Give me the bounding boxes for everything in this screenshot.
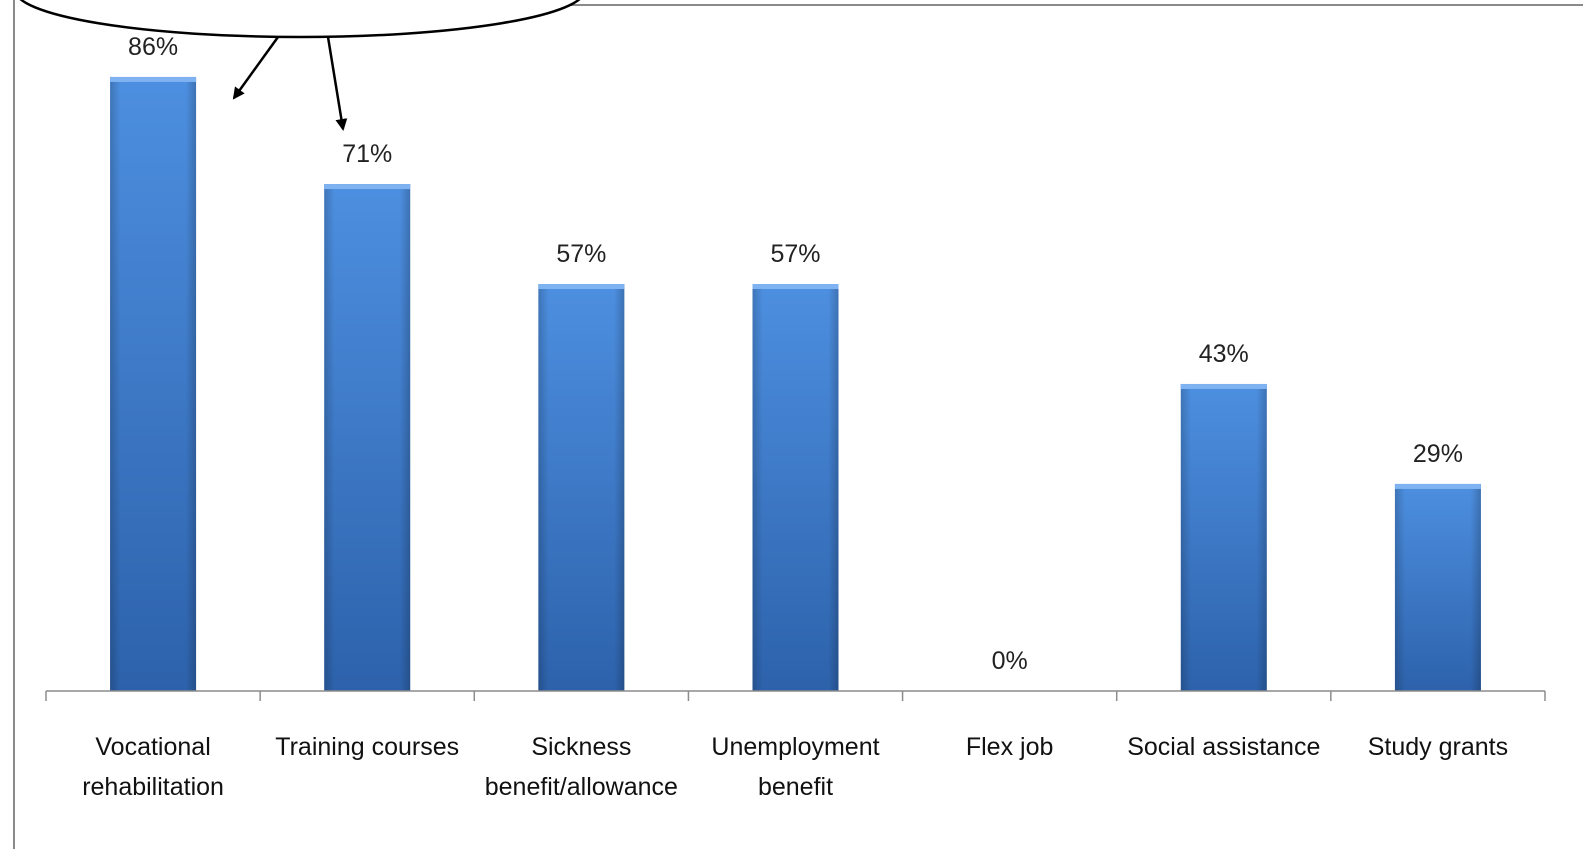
bar-shading	[324, 184, 411, 691]
data-label: 0%	[992, 647, 1028, 675]
bar-shading	[538, 284, 625, 691]
data-label: 43%	[1199, 340, 1249, 368]
bar-top-bevel	[324, 184, 411, 190]
callout-arrow-vocational	[232, 36, 280, 100]
x-tick-label: Flex job	[966, 733, 1054, 761]
x-tick-label: Vocational	[95, 733, 210, 761]
data-label: 71%	[342, 140, 392, 168]
bar-top-bevel	[110, 76, 197, 82]
data-label: 57%	[770, 240, 820, 268]
callout-bubble	[19, 0, 581, 39]
x-tick-label: Study grants	[1368, 733, 1508, 761]
bar-top-bevel	[752, 284, 839, 290]
x-tick-label: Social assistance	[1127, 733, 1320, 761]
data-label: 29%	[1413, 440, 1463, 468]
x-tick-label: rehabilitation	[82, 773, 224, 801]
bar-top-bevel	[1394, 483, 1481, 489]
bar-shading	[1394, 483, 1481, 691]
x-tick-label: Training courses	[275, 733, 459, 761]
x-tick-label: Sickness	[531, 733, 631, 761]
bar-top-bevel	[538, 284, 625, 290]
data-label: 86%	[128, 33, 178, 61]
data-label: 57%	[556, 240, 606, 268]
callout-arrow-training	[326, 36, 348, 131]
x-tick-label: benefit	[758, 773, 833, 801]
x-tick-label: benefit/allowance	[485, 773, 678, 801]
bar-shading	[1180, 383, 1267, 691]
bar-shading	[752, 284, 839, 691]
bar-top-bevel	[1180, 383, 1267, 389]
x-tick-label: Unemployment	[711, 733, 879, 761]
bar-shading	[110, 76, 197, 691]
